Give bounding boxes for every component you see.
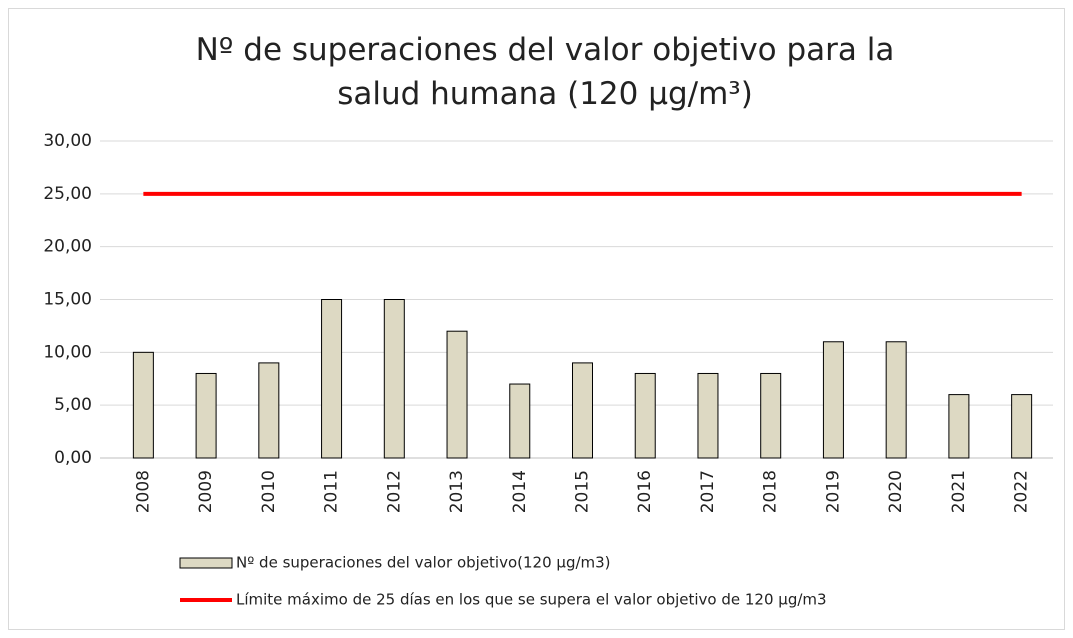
x-tick-label: 2021 (949, 470, 969, 513)
bar (132, 351, 154, 459)
x-tick-label: 2015 (573, 470, 593, 513)
y-tick-label: 15,00 (43, 290, 92, 310)
x-tick-label: 2020 (886, 470, 906, 513)
chart-border (8, 8, 1065, 630)
bar (697, 372, 719, 459)
legend-swatch (179, 557, 233, 569)
y-tick-label: 0,00 (54, 448, 92, 468)
y-tick-label: 25,00 (43, 184, 92, 204)
x-tick-label: 2011 (322, 470, 342, 513)
x-tick-label: 2022 (1012, 470, 1032, 513)
bar (948, 394, 970, 459)
y-tick-label: 5,00 (54, 395, 92, 415)
chart-title: Nº de superaciones del valor objetivo pa… (195, 32, 895, 112)
y-tick-label: 20,00 (43, 237, 92, 257)
y-tick-label: 10,00 (43, 342, 92, 362)
x-tick-label: 2016 (635, 470, 655, 513)
x-tick-label: 2008 (133, 470, 153, 513)
bar (634, 372, 656, 459)
bar (1011, 394, 1033, 459)
bar (760, 372, 782, 459)
bar (383, 299, 405, 459)
bar (321, 299, 343, 459)
x-tick-label: 2012 (384, 470, 404, 513)
bar (572, 362, 593, 459)
x-tick-label: 2014 (510, 470, 530, 513)
bar (885, 341, 907, 459)
legend-label: Límite máximo de 25 días en los que se s… (236, 591, 827, 609)
x-tick-label: 2009 (196, 470, 216, 513)
bar (446, 330, 468, 459)
x-tick-label: 2010 (259, 470, 279, 513)
x-tick-label: 2019 (823, 470, 843, 513)
x-tick-label: 2013 (447, 470, 467, 513)
bar (822, 341, 844, 459)
x-tick-label: 2018 (761, 470, 781, 513)
legend-label: Nº de superaciones del valor objetivo(12… (236, 554, 611, 572)
bar (195, 372, 217, 459)
y-tick-label: 30,00 (43, 131, 92, 151)
bar (509, 383, 531, 459)
bar (258, 362, 280, 459)
x-tick-label: 2017 (698, 470, 718, 513)
